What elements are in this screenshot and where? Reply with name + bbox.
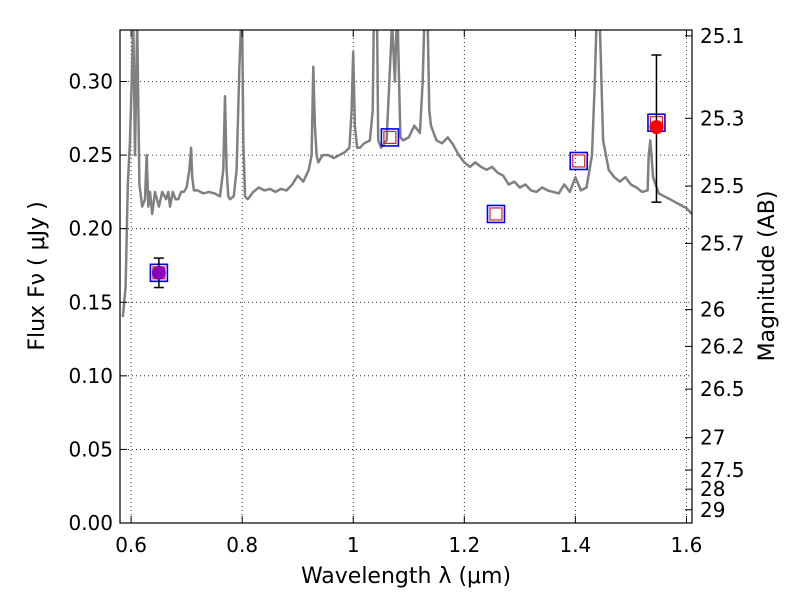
x-axis-label: Wavelength λ (μm) (301, 564, 511, 589)
y2-tick-label: 26.2 (700, 334, 745, 358)
photometry-points (149, 54, 666, 289)
grid (120, 30, 692, 524)
y-tick-label: 0.20 (68, 217, 113, 241)
measurement-point (151, 265, 166, 280)
photometry-outer-square (486, 204, 506, 224)
plot-frame (119, 29, 693, 524)
y2-axis-label: Magnitude (AB) (755, 191, 780, 362)
y2-tick-label: 25.5 (700, 174, 745, 198)
x-tick-label: 1.2 (448, 533, 480, 557)
photometry-inner-square (489, 207, 503, 221)
photometry-outer-square (569, 151, 589, 171)
x-tick-label: 1.6 (671, 533, 703, 557)
y2-tick-label: 28 (700, 477, 725, 501)
y2-tick-label: 27.5 (700, 458, 745, 482)
x-tick-label: 0.8 (226, 533, 258, 557)
x-tick-label: 1 (347, 533, 360, 557)
y2-tick-label: 26 (700, 298, 725, 322)
y-tick-label: 0.30 (68, 70, 113, 94)
spectrum (121, 30, 692, 318)
y-tick-label: 0.05 (68, 437, 113, 461)
y2-tick-label: 25.3 (700, 106, 745, 130)
y2-tick-label: 25.7 (700, 231, 745, 255)
y-tick-label: 0.15 (68, 290, 113, 314)
y-tick-label: 0.25 (68, 143, 113, 167)
y2-tick-label: 27 (700, 426, 725, 450)
y2-tick-label: 25.1 (700, 24, 745, 48)
x-tick-label: 0.6 (115, 533, 147, 557)
x-tick-label: 1.4 (559, 533, 591, 557)
y-axis-label: Flux Fν ( μJy ) (25, 201, 50, 350)
photometry-inner-square (572, 154, 586, 168)
y2-tick-label: 29 (700, 498, 725, 522)
y2-tick-label: 26.5 (700, 377, 745, 401)
spectrum-line (121, 30, 692, 318)
photometry-outer-square (380, 128, 400, 147)
y-tick-label: 0.10 (68, 364, 113, 388)
y-tick-label: 0.00 (68, 511, 113, 535)
axis-ticks: 0.6 0.8 1 1.2 1.4 1.6 0.00 0.05 0.10 0.15 0.20 0.25… (68, 24, 744, 557)
photometry-inner-square (383, 130, 397, 145)
measurement-point (649, 120, 664, 135)
